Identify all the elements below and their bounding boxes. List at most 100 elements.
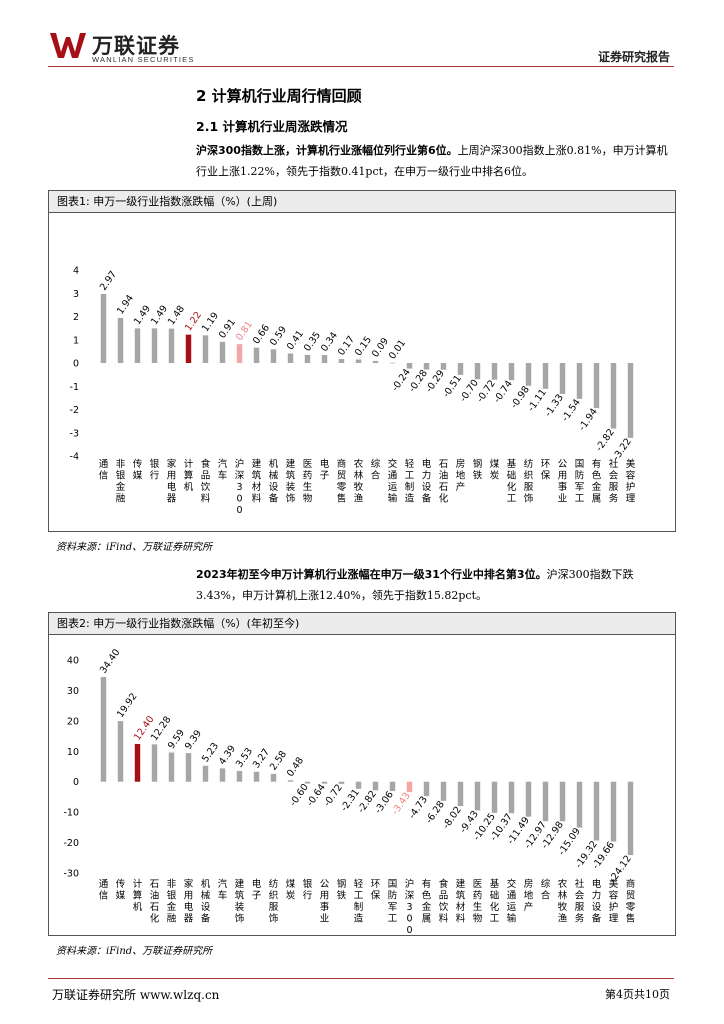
y-tick-label: -4 [70, 452, 79, 463]
category-label: 计算机 [133, 878, 143, 913]
bar [389, 781, 396, 792]
bar [491, 363, 498, 380]
logo-text: 万联证券 [92, 34, 180, 58]
paragraph-2-bold: 2023年初至今申万计算机行业涨幅在申万一级31个行业中排名第3位。 [196, 568, 547, 581]
bar [406, 363, 413, 369]
category-label: 综合 [371, 458, 381, 482]
bar [542, 363, 549, 389]
category-label: 食品饮料 [439, 878, 449, 925]
category-label: 沪深 3 0 0 [235, 458, 245, 516]
category-label: 美容护理 [609, 878, 619, 925]
category-label: 计算机 [184, 458, 194, 493]
category-label: 电力设备 [592, 878, 602, 925]
footer-website: 万联证券研究所 www.wlzq.cn [52, 988, 220, 1002]
bar [457, 363, 464, 375]
category-label: 汽车 [218, 878, 228, 902]
category-label: 家用电器 [184, 878, 194, 925]
category-label: 环保 [541, 459, 551, 482]
bar [576, 363, 583, 399]
category-label: 非银金融 [116, 458, 126, 505]
category-label: 银行 [303, 878, 313, 902]
bar [151, 328, 158, 363]
y-tick-label: 3 [73, 289, 79, 300]
y-tick-label: 4 [73, 266, 79, 277]
category-label: 轻工制造 [354, 878, 364, 925]
bar [168, 328, 175, 363]
category-label: 建筑装饰 [235, 878, 245, 925]
data-label: 9.59 [166, 728, 187, 752]
figure-1: 图表1: 申万一级行业指数涨跌幅（%）(上周) -4 -3 -2 -1 0 1 2 3 4 2.9… [48, 190, 676, 532]
category-label: 煤炭 [490, 458, 500, 482]
category-label: 机械设备 [269, 458, 279, 505]
bar [117, 317, 124, 363]
bar [508, 781, 515, 814]
y-tick-label: -1 [70, 382, 79, 393]
bar [270, 349, 277, 363]
category-label: 沪深 3 0 0 [405, 878, 415, 934]
category-label: 机械设备 [201, 878, 211, 925]
category-label: 商贸零售 [337, 458, 347, 505]
data-label: 9.39 [183, 728, 204, 752]
bar [304, 781, 311, 784]
header-rule [48, 66, 674, 67]
category-label: 基础化工 [490, 878, 500, 925]
bar [491, 781, 498, 813]
category-label: 公用事业 [558, 459, 568, 505]
logo-english: WANLIAN SECURITIES [92, 55, 195, 64]
category-label: 国防军工 [388, 879, 398, 925]
bar [474, 363, 481, 380]
bar [287, 780, 294, 782]
category-label: 传媒 [133, 458, 143, 482]
bar [168, 752, 175, 782]
bar [389, 362, 396, 364]
category-label: 传媒 [116, 878, 126, 902]
bar [287, 353, 294, 363]
bar [406, 781, 413, 793]
bar [338, 781, 345, 784]
data-label: -1.94 [577, 407, 600, 433]
bar [525, 363, 532, 386]
bar [151, 744, 158, 782]
bar [610, 363, 617, 429]
paragraph-1: 沪深300指数上涨，计算机行业涨幅位列行业第6位。上周沪深300指数上涨0.81… [196, 140, 676, 182]
y-tick-label: -10 [63, 808, 79, 819]
data-label: 1.49 [149, 303, 170, 327]
y-tick-label: 20 [67, 716, 79, 727]
chart-weekly: -4 -3 -2 -1 0 1 2 3 4 2.97 通信 1.94 非银金融 1.49 传媒 1.49 银行 1… [70, 266, 636, 517]
category-label: 汽车 [218, 458, 228, 482]
data-label: 34.40 [98, 647, 123, 676]
category-label: 轻工制造 [405, 458, 415, 505]
bar [134, 743, 141, 782]
category-label: 非银金融 [167, 878, 177, 925]
category-label: 交通运输 [507, 878, 517, 925]
footer-rule [48, 978, 674, 979]
category-label: 通信 [99, 879, 109, 902]
data-label: 2.97 [98, 269, 119, 293]
category-label: 建筑材料 [252, 458, 262, 505]
bar [134, 328, 141, 363]
bar [185, 334, 192, 363]
bar [100, 677, 107, 782]
bar [542, 781, 549, 822]
data-label: 0.01 [387, 338, 408, 362]
bar [219, 341, 226, 363]
bar [627, 781, 634, 856]
figure-2-title: 图表2: 申万一级行业指数涨跌幅（%）(年初至今) [49, 613, 675, 635]
category-label: 公用事业 [320, 879, 330, 925]
bar [338, 359, 345, 363]
bar [304, 354, 311, 363]
section-heading: 2 计算机行业周行情回顾 [196, 87, 362, 105]
data-label: 1.48 [166, 304, 187, 328]
bar [355, 359, 362, 363]
data-label: 19.92 [115, 691, 140, 720]
bar [440, 363, 447, 370]
category-label: 环保 [371, 879, 381, 902]
bar [423, 363, 430, 370]
category-label: 农林牧渔 [354, 458, 364, 505]
category-label: 纺织服饰 [269, 878, 279, 925]
bar [100, 293, 107, 363]
data-label: -2.82 [594, 427, 617, 453]
bar [610, 781, 617, 842]
y-tick-label: 0 [73, 777, 79, 788]
